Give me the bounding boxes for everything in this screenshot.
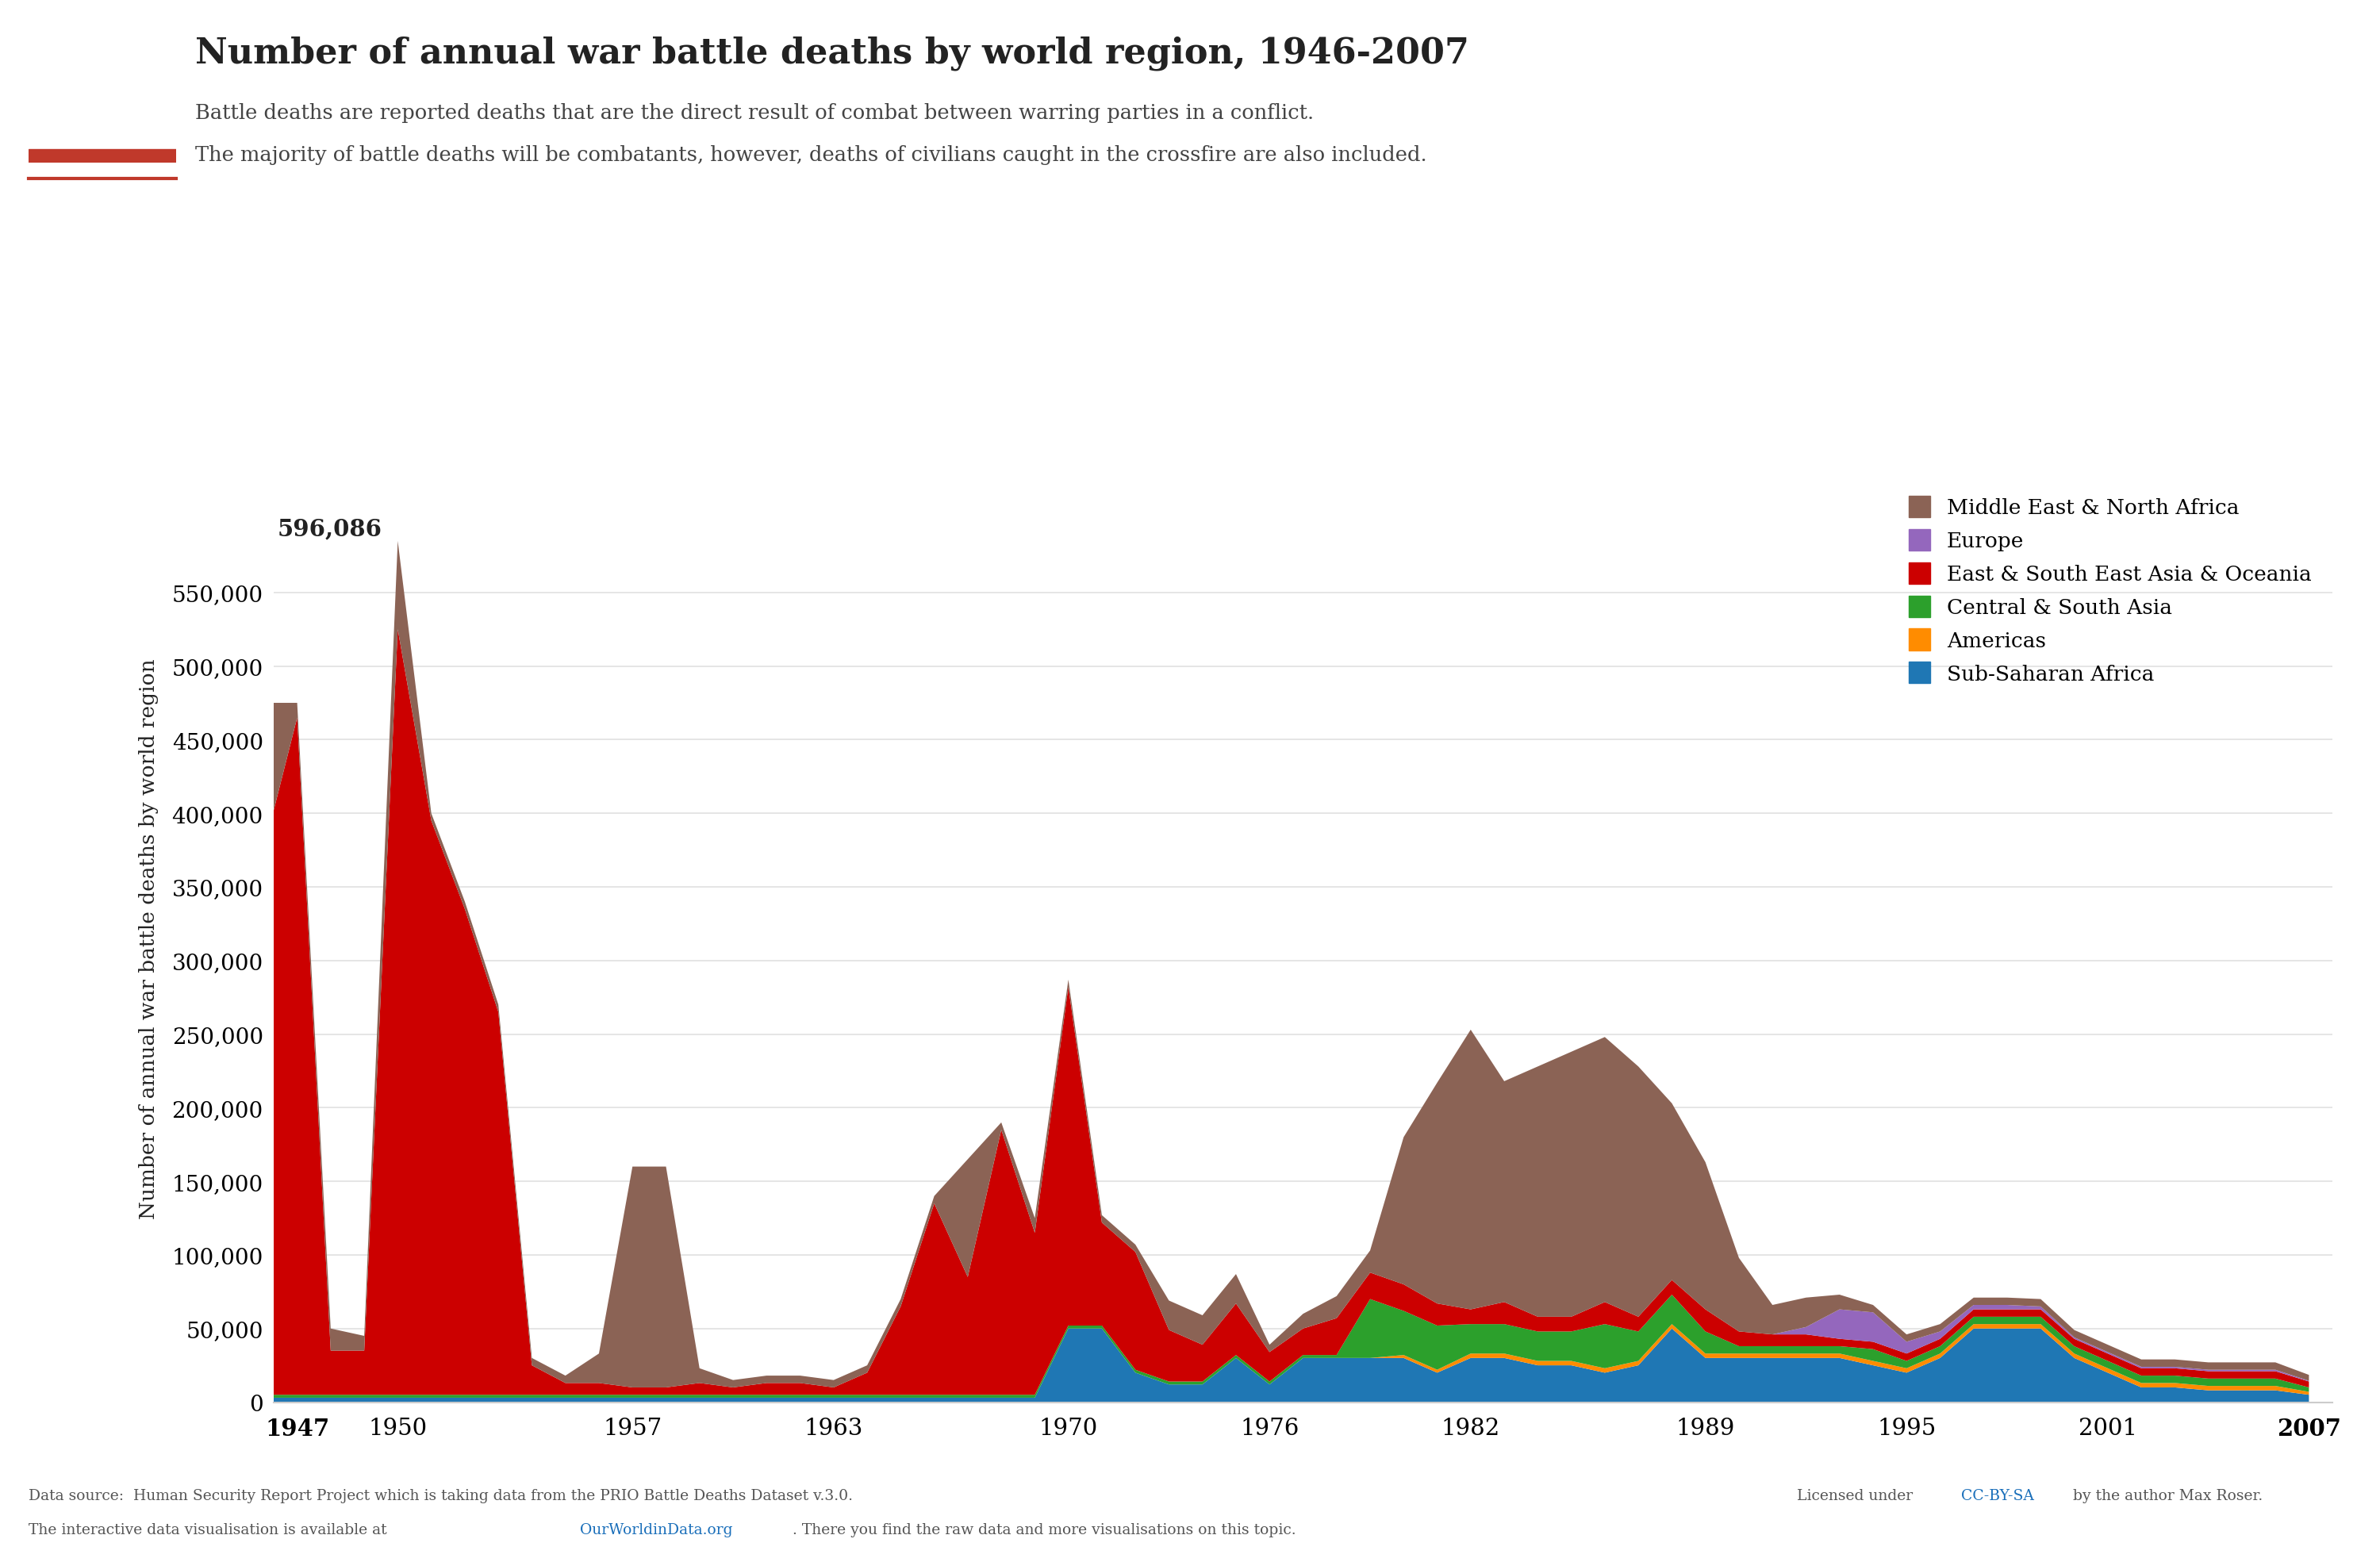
Text: Our World: Our World bbox=[55, 56, 150, 72]
Text: 596,086: 596,086 bbox=[276, 517, 381, 541]
Text: The majority of battle deaths will be combatants, however, deaths of civilians c: The majority of battle deaths will be co… bbox=[195, 145, 1428, 165]
Text: The interactive data visualisation is available at: The interactive data visualisation is av… bbox=[29, 1522, 393, 1536]
Text: by the author Max Roser.: by the author Max Roser. bbox=[2068, 1488, 2263, 1502]
Text: Number of annual war battle deaths by world region, 1946-2007: Number of annual war battle deaths by wo… bbox=[195, 36, 1468, 70]
Text: in Data: in Data bbox=[69, 92, 136, 109]
Text: . There you find the raw data and more visualisations on this topic.: . There you find the raw data and more v… bbox=[793, 1522, 1297, 1536]
Text: Battle deaths are reported deaths that are the direct result of combat between w: Battle deaths are reported deaths that a… bbox=[195, 103, 1314, 123]
Y-axis label: Number of annual war battle deaths by world region: Number of annual war battle deaths by wo… bbox=[138, 659, 159, 1218]
Text: Licensed under: Licensed under bbox=[1797, 1488, 1918, 1502]
Text: CC-BY-SA: CC-BY-SA bbox=[1961, 1488, 2035, 1502]
Text: OurWorldinData.org: OurWorldinData.org bbox=[581, 1522, 733, 1536]
Legend: Middle East & North Africa, Europe, East & South East Asia & Oceania, Central & : Middle East & North Africa, Europe, East… bbox=[1899, 486, 2323, 695]
Bar bbox=[29, 150, 176, 164]
Text: Data source:  Human Security Report Project which is taking data from the PRIO B: Data source: Human Security Report Proje… bbox=[29, 1488, 852, 1502]
